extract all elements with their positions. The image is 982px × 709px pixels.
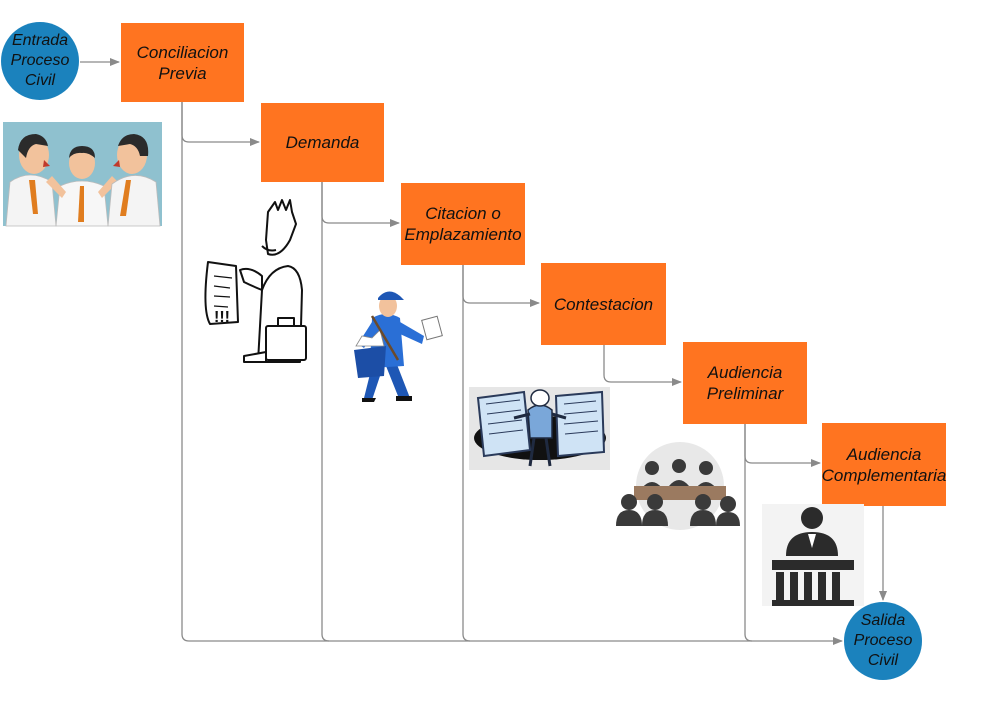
step-contestacion: [541, 263, 666, 345]
man-with-document-and-briefcase-icon: !!!: [204, 199, 307, 363]
arguing-people-icon: [3, 122, 162, 227]
connector-preliminar-to-complementaria: [744, 424, 821, 467]
connectors: [80, 58, 887, 645]
connector-preliminar-to-end: [744, 424, 753, 642]
mail-carrier-icon: [354, 291, 443, 402]
start-node: [1, 22, 79, 100]
connector-citacion-to-end: [462, 265, 471, 642]
connector-conciliacion-to-demanda: [181, 102, 260, 146]
judge-at-bench-icon: [762, 504, 864, 606]
connector-demanda-to-end: [321, 182, 330, 642]
connector-contestacion-to-preliminar: [603, 345, 682, 386]
svg-text:!!!: !!!: [214, 309, 230, 326]
step-demanda: [261, 103, 384, 182]
step-conciliacion: [121, 23, 244, 102]
end-node: [844, 602, 922, 680]
step-audiencia-preliminar: [683, 342, 807, 424]
connector-conciliacion-to-end: [181, 102, 843, 645]
person-between-documents-icon: [469, 387, 610, 470]
connector-citacion-to-contestacion: [462, 265, 540, 307]
connector-demanda-to-citacion: [321, 182, 400, 227]
panel-hearing-icon: [616, 442, 740, 530]
step-audiencia-complementaria: [822, 423, 946, 506]
step-citacion: [401, 183, 525, 265]
